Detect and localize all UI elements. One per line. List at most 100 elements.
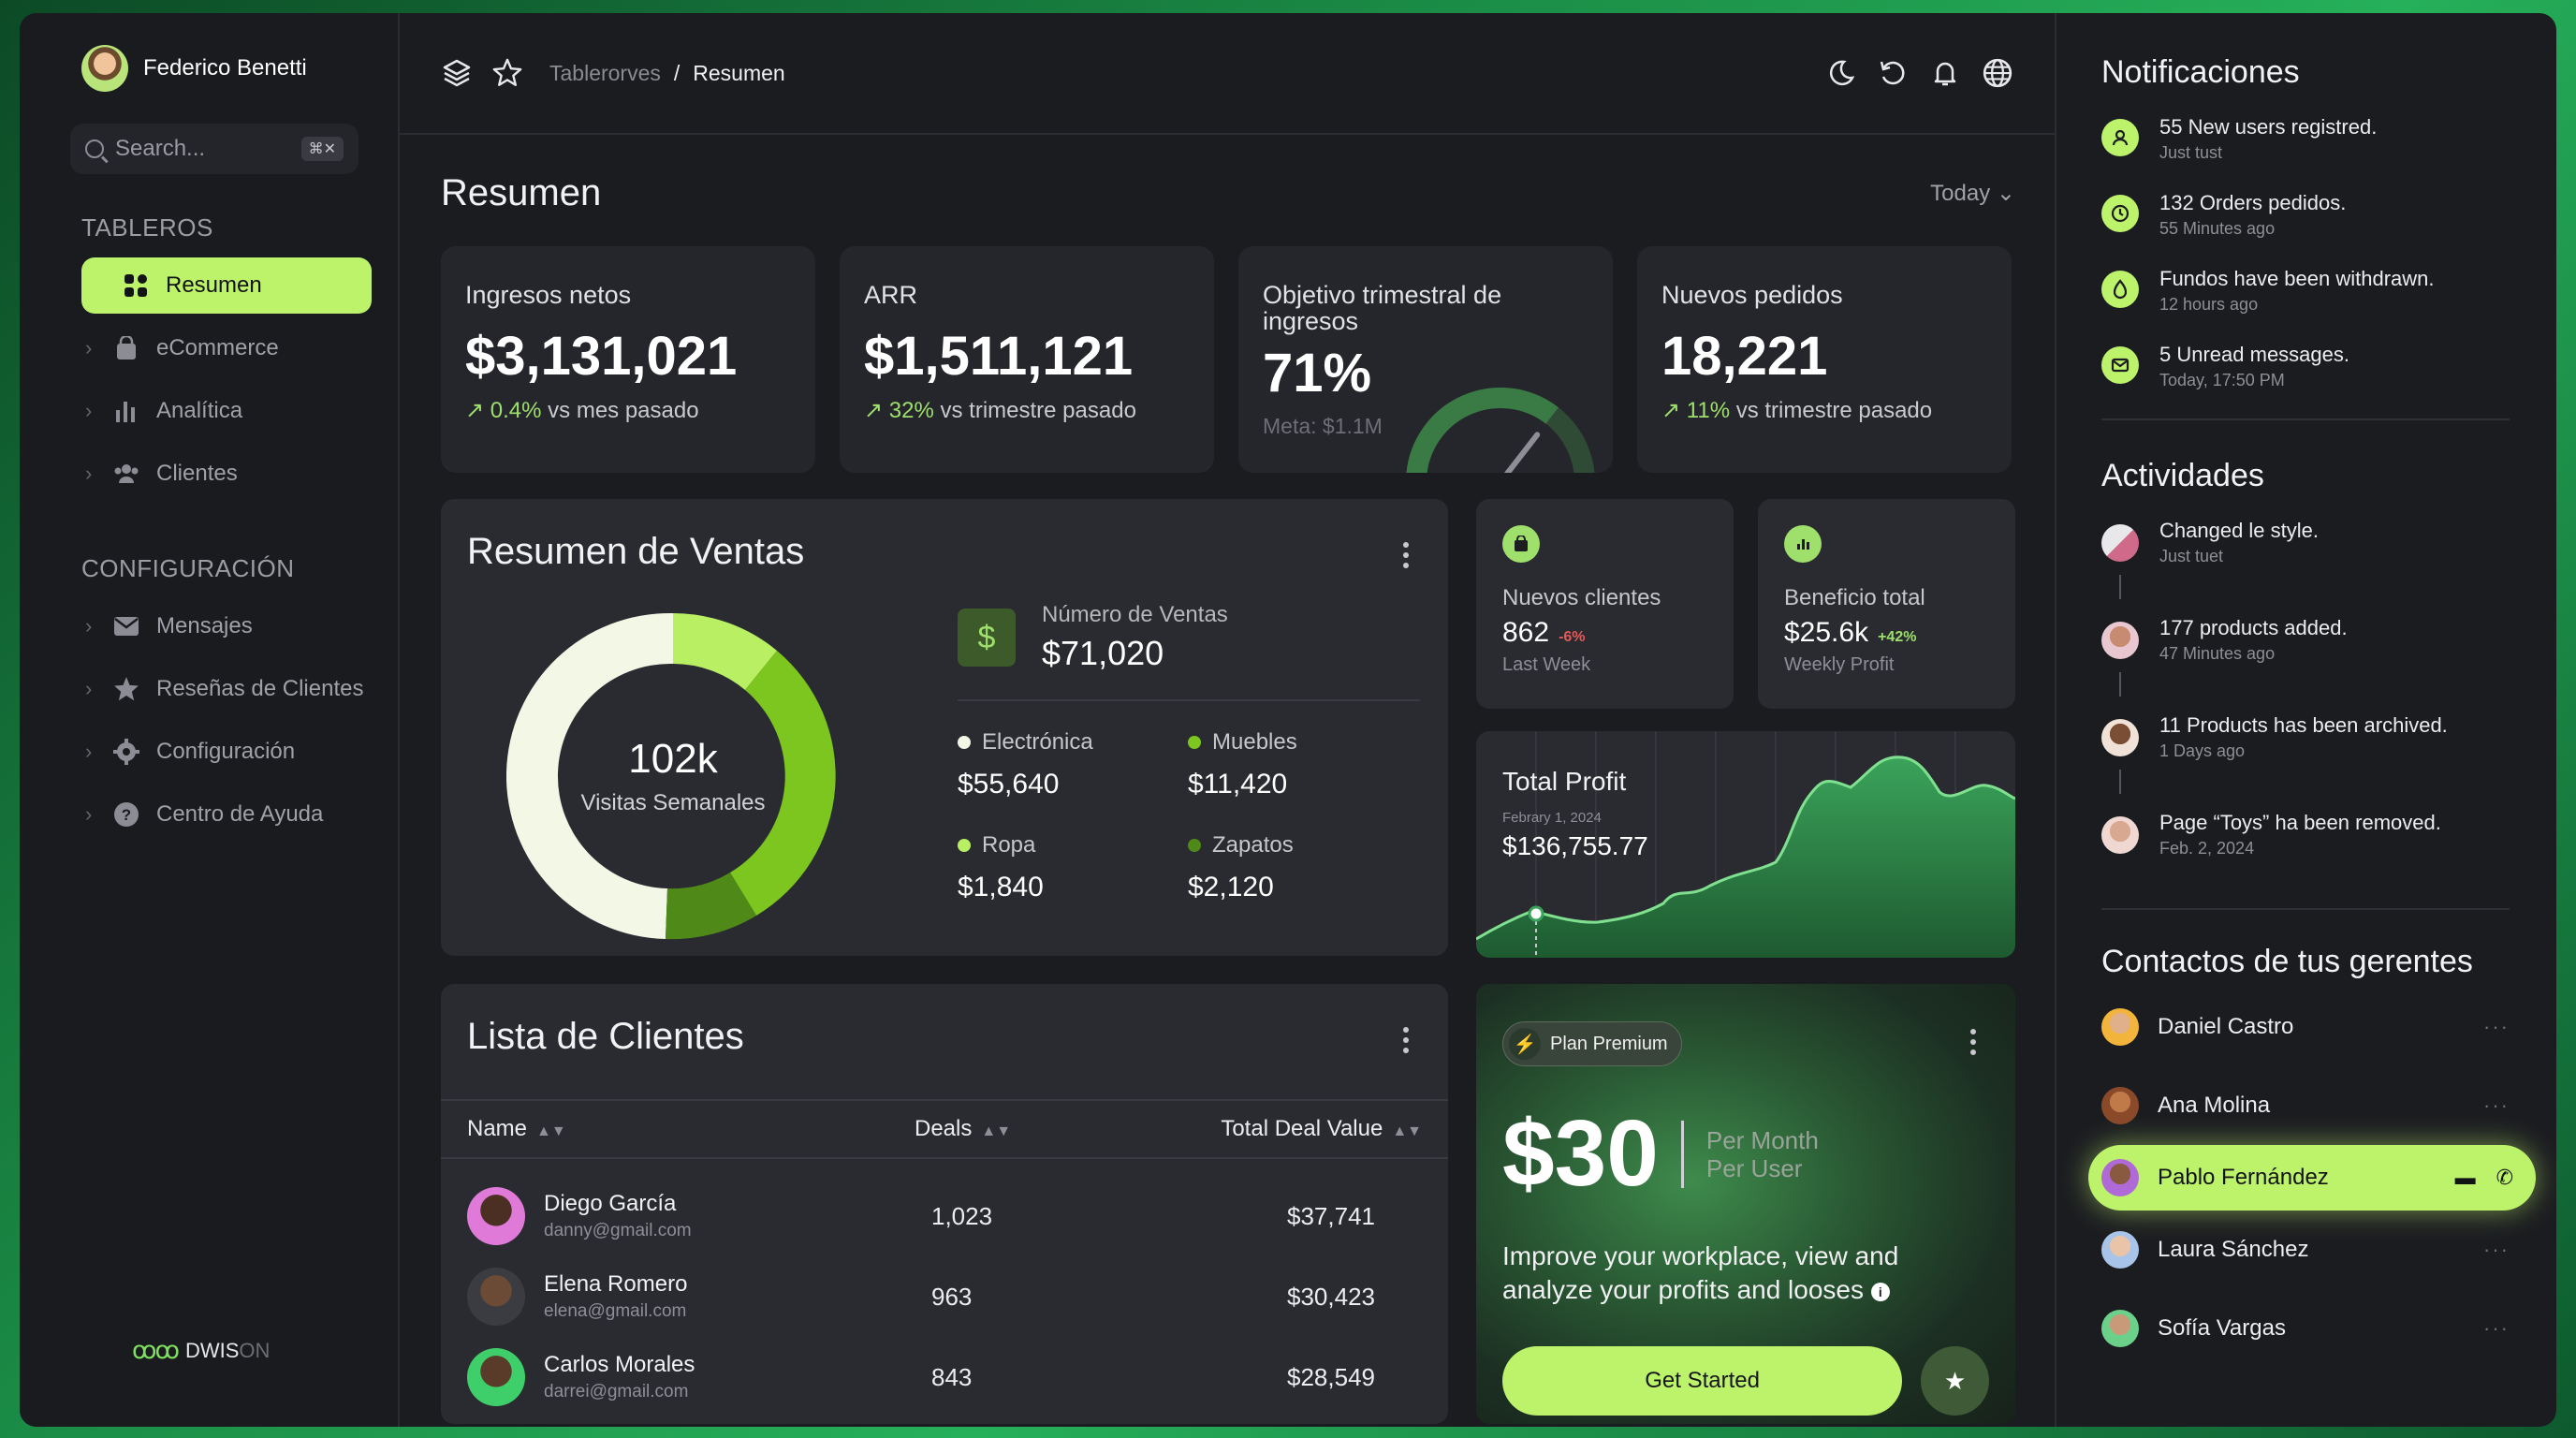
avatar — [2101, 1159, 2139, 1196]
avatar — [2101, 524, 2139, 562]
contact-item[interactable]: Sofía Vargas ··· — [2101, 1289, 2510, 1368]
notification-item[interactable]: 55 New users registred. Just tust — [2101, 115, 2556, 163]
user-icon — [2101, 119, 2139, 156]
more-vertical-icon[interactable] — [1403, 1027, 1411, 1058]
kpi-card-pedidos[interactable]: Nuevos pedidos 18,221 ↗ 11% vs trimestre… — [1637, 246, 2012, 473]
notification-item[interactable]: Fundos have been withdrawn. 12 hours ago — [2101, 267, 2556, 315]
layers-icon[interactable] — [441, 57, 473, 89]
search-icon — [85, 139, 104, 158]
globe-icon[interactable] — [1982, 57, 2013, 89]
user-profile[interactable]: Federico Benetti — [81, 13, 398, 124]
refresh-icon[interactable] — [1877, 57, 1909, 89]
kpi-card-ingresos[interactable]: Ingresos netos $3,131,021 ↗ 0.4% vs mes … — [441, 246, 815, 473]
column-header-name[interactable]: Name ▲▼ — [467, 1116, 566, 1141]
mini-sub: Last Week — [1502, 654, 1591, 675]
search-box[interactable]: Search... ⌘✕ — [70, 124, 359, 174]
main-content: Tablerorves / Resumen Resumen Today ⌄ — [400, 13, 2055, 1427]
mini-value: 862 — [1502, 617, 1550, 648]
client-name: Diego García — [544, 1191, 677, 1216]
activity-text: Page “Toys” ha been removed. — [2159, 811, 2441, 834]
favorite-star-icon[interactable] — [491, 57, 523, 89]
table-row[interactable]: Elena Romero elena@gmail.com 963 $30,423 — [441, 1256, 1448, 1337]
sidebar-item-label: Mensajes — [156, 613, 253, 638]
chevron-down-icon: ⌄ — [1996, 181, 2015, 206]
mini-sub: Weekly Profit — [1784, 654, 1895, 675]
notification-text: 55 New users registred. — [2159, 115, 2378, 139]
notification-time: Just tust — [2159, 143, 2223, 162]
section-title-tableros: TABLEROS — [81, 213, 213, 242]
table-row[interactable]: Diego García danny@gmail.com 1,023 $37,74… — [441, 1176, 1448, 1256]
mini-label: Beneficio total — [1784, 585, 1925, 610]
kpi-card-objetivo[interactable]: Objetivo trimestral de ingresos 71% Meta… — [1238, 246, 1613, 473]
total-profit-card: Total Profit Febrary 1, 2024 $136,755.77 — [1476, 731, 2015, 958]
info-icon[interactable]: i — [1870, 1282, 1890, 1301]
column-header-deals[interactable]: Deals ▲▼ — [915, 1116, 1012, 1141]
kpi-delta-text: vs trimestre pasado — [1730, 398, 1933, 423]
more-vertical-icon[interactable] — [1403, 542, 1411, 573]
avatar — [2101, 1310, 2139, 1347]
activity-time: Feb. 2, 2024 — [2159, 839, 2255, 858]
kpi-card-arr[interactable]: ARR $1,511,121 ↗ 32% vs trimestre pasado — [840, 246, 1214, 473]
notification-item[interactable]: 5 Unread messages. Today, 17:50 PM — [2101, 343, 2556, 390]
activity-item[interactable]: 177 products added. 47 Minutes ago — [2101, 616, 2556, 713]
money-icon — [2101, 271, 2139, 308]
phone-icon[interactable]: ✆ — [2496, 1166, 2513, 1189]
category-electronica: Electrónica $55,640 — [958, 729, 1188, 800]
message-icon[interactable]: ▬ — [2454, 1166, 2476, 1189]
mini-change: -6% — [1559, 629, 1586, 645]
activity-item[interactable]: 11 Products has been archived. 1 Days ago — [2101, 713, 2556, 811]
contact-item[interactable]: Ana Molina ··· — [2101, 1066, 2510, 1145]
chevron-right-icon: › — [85, 399, 93, 422]
search-input[interactable]: Search... — [115, 136, 206, 161]
table-row[interactable]: Carlos Morales darrei@gmail.com 843 $28,5… — [441, 1337, 1448, 1417]
more-horizontal-icon[interactable]: ··· — [2483, 1093, 2510, 1117]
card-title: Resumen de Ventas — [467, 531, 805, 572]
activity-text: 11 Products has been archived. — [2159, 713, 2448, 737]
activity-item[interactable]: Changed le style. Just tuet — [2101, 519, 2556, 616]
sidebar-item-analitica[interactable]: › Analítica — [81, 383, 372, 439]
client-deals: 963 — [931, 1282, 973, 1311]
new-clients-card[interactable]: Nuevos clientes 862 -6% Last Week — [1476, 499, 1734, 709]
plan-name: Plan Premium — [1550, 1033, 1668, 1054]
client-email: darrei@gmail.com — [544, 1382, 689, 1401]
gear-icon — [113, 739, 139, 765]
svg-text:?: ? — [122, 806, 131, 824]
star-icon[interactable]: ★ — [1921, 1346, 1989, 1416]
total-benefit-card[interactable]: Beneficio total $25.6k +42% Weekly Profit — [1758, 499, 2015, 709]
contact-item[interactable]: Laura Sánchez ··· — [2101, 1211, 2510, 1289]
page-title: Resumen — [441, 172, 602, 213]
client-deals: 843 — [931, 1362, 973, 1391]
sidebar-item-ecommerce[interactable]: › eCommerce — [81, 320, 372, 376]
bell-icon[interactable] — [1929, 57, 1961, 89]
more-horizontal-icon[interactable]: ··· — [2483, 1316, 2510, 1340]
sidebar-item-clientes[interactable]: › Clientes — [81, 446, 372, 502]
category-value: $11,420 — [1188, 769, 1288, 800]
breadcrumb-root[interactable]: Tablerorves — [549, 60, 661, 85]
sidebar-item-configuracion[interactable]: › Configuración — [81, 724, 372, 780]
sidebar-item-ayuda[interactable]: › ? Centro de Ayuda — [81, 786, 372, 843]
notification-item[interactable]: 132 Orders pedidos. 55 Minutes ago — [2101, 191, 2556, 239]
trend-up-icon: ↗ — [1661, 398, 1681, 423]
contact-item-highlighted[interactable]: Pablo Fernández ▬ ✆ — [2088, 1145, 2536, 1211]
premium-plan-card: ⚡ Plan Premium $30 Per Month Per User Impr… — [1476, 984, 2015, 1424]
sidebar-item-mensajes[interactable]: › Mensajes — [81, 598, 372, 654]
more-horizontal-icon[interactable]: ··· — [2483, 1238, 2510, 1261]
kpi-label: Nuevos pedidos — [1661, 281, 1843, 309]
sidebar-item-label: Centro de Ayuda — [156, 801, 324, 827]
more-vertical-icon[interactable] — [1970, 1029, 1978, 1060]
moon-icon[interactable] — [1824, 57, 1856, 89]
avatar — [467, 1268, 525, 1326]
donut-segment-zapatos — [666, 873, 756, 940]
get-started-button[interactable]: Get Started — [1502, 1346, 1903, 1416]
more-horizontal-icon[interactable]: ··· — [2483, 1015, 2510, 1038]
contact-item[interactable]: Daniel Castro ··· — [2101, 988, 2510, 1066]
sidebar-item-resumen[interactable]: Resumen — [81, 257, 372, 314]
avatar — [2101, 816, 2139, 854]
activity-item[interactable]: Page “Toys” ha been removed. Feb. 2, 2024 — [2101, 811, 2556, 908]
sidebar-item-resenas[interactable]: › Reseñas de Clientes — [81, 661, 372, 717]
kpi-delta-text: vs trimestre pasado — [933, 398, 1136, 423]
chevron-right-icon: › — [85, 677, 93, 700]
column-header-value[interactable]: Total Deal Value ▲▼ — [1221, 1116, 1422, 1141]
client-deals: 1,023 — [931, 1201, 993, 1230]
date-range-select[interactable]: Today ⌄ — [1930, 180, 2015, 207]
